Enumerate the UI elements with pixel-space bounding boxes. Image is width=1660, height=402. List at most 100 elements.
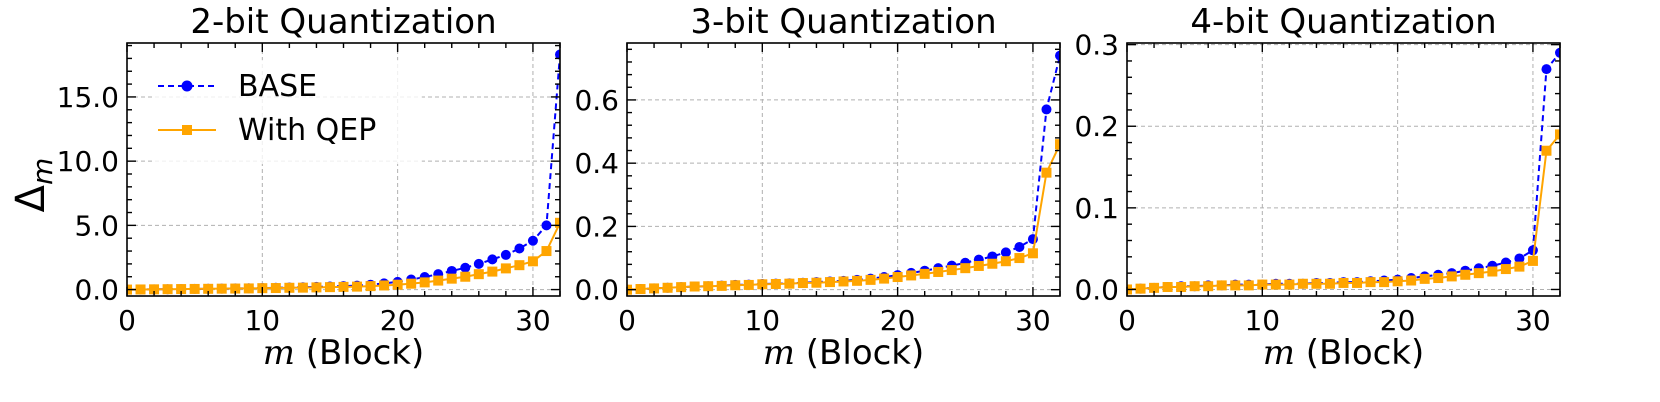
data-point-with-qep (1176, 282, 1187, 293)
data-point-with-qep (1324, 278, 1335, 289)
series-layer (627, 50, 1060, 295)
data-point-with-qep (1243, 280, 1254, 291)
x-axis-label-rest: (Block) (795, 333, 924, 373)
series-layer (1127, 47, 1560, 295)
axes-frame (1126, 42, 1561, 297)
data-point-with-qep (689, 281, 700, 292)
y-tick-label: 15.0 (57, 81, 119, 114)
data-point-with-qep (446, 273, 457, 284)
x-tick-label: 20 (1380, 304, 1416, 337)
x-tick-label: 20 (880, 304, 916, 337)
x-axis-label-rest: (Block) (295, 333, 424, 373)
y-tick-label: 0.2 (574, 210, 619, 243)
panel-4bit: 0 10 20 30 0.0 0.1 0.2 0.3 4-bit Quantization m (… (1074, 2, 1561, 373)
x-axis-label-var: m (763, 333, 795, 373)
chart-title: 3-bit Quantization (690, 2, 996, 42)
data-point-with-qep (1297, 278, 1308, 289)
data-point-with-qep (243, 283, 254, 294)
legend-frame (152, 60, 422, 164)
x-tick-label: 10 (1244, 304, 1280, 337)
data-point-base (555, 49, 560, 60)
data-point-with-qep (500, 263, 511, 274)
data-point-with-qep (757, 279, 768, 290)
data-point-with-qep (1338, 277, 1349, 288)
data-point-with-qep (1135, 283, 1146, 294)
data-point-with-qep (1406, 275, 1417, 286)
data-point-with-qep (1473, 268, 1484, 279)
data-point-base (1514, 253, 1525, 264)
data-point-base (541, 220, 552, 231)
data-point-with-qep (919, 268, 930, 279)
chart-title: 2-bit Quantization (190, 2, 496, 42)
data-point-with-qep (1527, 255, 1538, 266)
data-point-with-qep (838, 276, 849, 287)
y-tick-label: 10.0 (57, 145, 119, 178)
data-point-with-qep (1203, 281, 1214, 292)
data-point-with-qep (1216, 280, 1227, 291)
y-tick-label: 0.0 (1074, 273, 1119, 306)
data-point-base (460, 262, 471, 273)
panel-3bit: 0 10 20 30 0.0 0.2 0.4 0.6 3-bit Quantization m (… (574, 2, 1061, 373)
y-tick-label: 0.4 (574, 147, 619, 180)
data-point-with-qep (297, 282, 308, 293)
data-point-with-qep (203, 283, 214, 294)
data-point-with-qep (784, 278, 795, 289)
data-point-with-qep (1257, 279, 1268, 290)
legend-qep-marker (182, 125, 192, 135)
data-point-with-qep (1000, 256, 1011, 267)
x-tick-label: 10 (244, 304, 280, 337)
data-point-with-qep (1055, 139, 1060, 150)
data-point-with-qep (1230, 280, 1241, 291)
y-tick-label: 0.0 (74, 274, 119, 307)
data-point-with-qep (1149, 282, 1160, 293)
y-axis-label: Δm (8, 158, 59, 213)
data-point-with-qep (797, 278, 808, 289)
x-tick-label: 0 (618, 304, 636, 337)
data-point-with-qep (419, 277, 430, 288)
y-tick-label: 0.3 (1074, 29, 1119, 62)
data-point-with-qep (1379, 277, 1390, 288)
data-point-with-qep (649, 283, 660, 294)
data-point-base (1055, 50, 1060, 61)
legend-label-base: BASE (238, 69, 317, 104)
data-point-with-qep (1541, 145, 1552, 156)
y-tick-label: 0.6 (574, 84, 619, 117)
legend-item-base: BASE (158, 69, 317, 104)
data-point-with-qep (1365, 277, 1376, 288)
legend: BASE With QEP (152, 60, 422, 164)
data-point-with-qep (730, 280, 741, 291)
x-tick-label: 30 (1515, 304, 1551, 337)
data-point-with-qep (770, 278, 781, 289)
data-point-with-qep (270, 283, 281, 294)
data-point-with-qep (392, 279, 403, 290)
data-point-with-qep (338, 281, 349, 292)
data-point-with-qep (1352, 277, 1363, 288)
data-point-with-qep (527, 256, 538, 267)
data-point-base (446, 265, 457, 276)
x-tick-label: 0 (118, 304, 136, 337)
data-point-with-qep (460, 271, 471, 282)
x-tick-label: 10 (744, 304, 780, 337)
x-tick-label: 30 (515, 304, 551, 337)
data-point-with-qep (892, 272, 903, 283)
data-point-with-qep (1500, 264, 1511, 275)
legend-item-with-qep: With QEP (158, 113, 376, 148)
data-point-with-qep (1041, 167, 1052, 178)
data-point-with-qep (716, 280, 727, 291)
y-tick-label: 0.1 (1074, 192, 1119, 225)
data-point-with-qep (662, 282, 673, 293)
data-point-with-qep (743, 279, 754, 290)
x-axis-label: m (Block) (1263, 333, 1425, 373)
data-point-with-qep (433, 275, 444, 286)
data-point-with-qep (635, 284, 646, 295)
data-point-base (514, 243, 525, 254)
data-point-with-qep (162, 284, 173, 295)
data-point-with-qep (189, 283, 200, 294)
y-tick-label: 0.2 (1074, 110, 1119, 143)
legend-label-with-qep: With QEP (238, 113, 376, 148)
data-point-with-qep (1311, 278, 1322, 289)
x-tick-label: 30 (1015, 304, 1051, 337)
data-point-with-qep (1446, 271, 1457, 282)
data-point-with-qep (906, 270, 917, 281)
